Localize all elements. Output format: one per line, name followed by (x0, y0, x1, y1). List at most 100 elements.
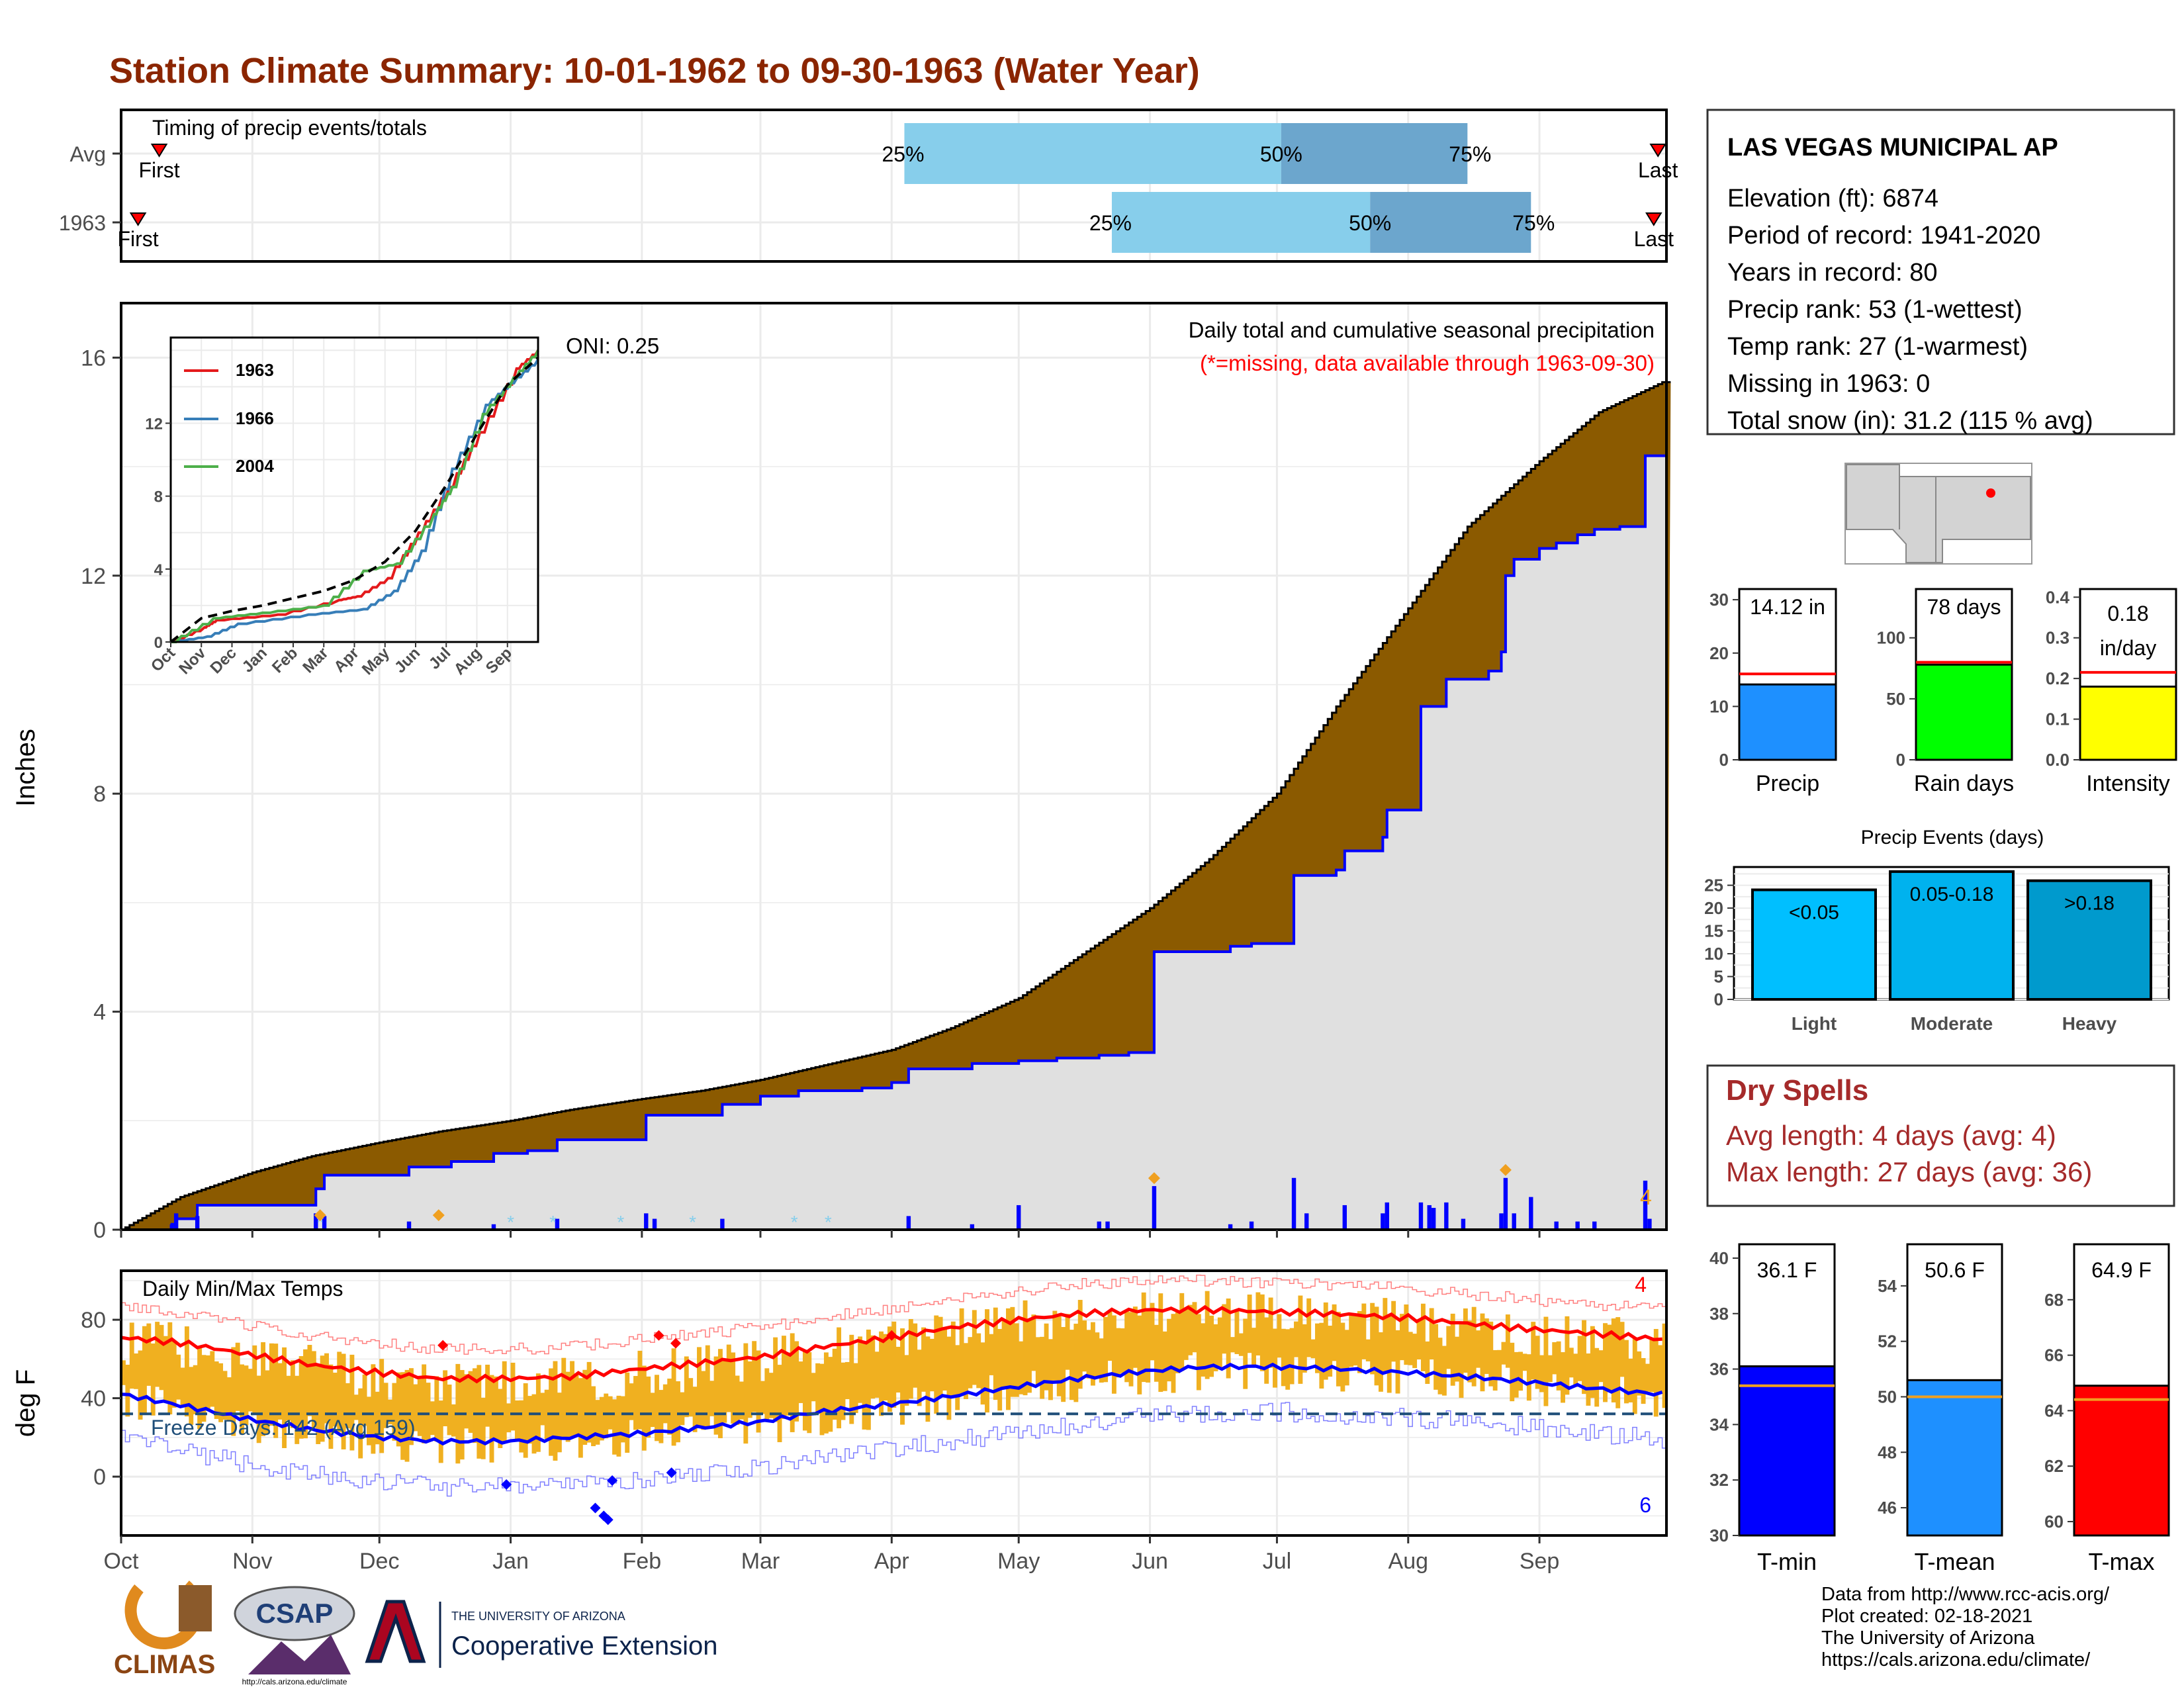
climas-logo-block (179, 1585, 212, 1631)
daily-precip-bar (555, 1218, 560, 1230)
temp-bar-ytick-label: 32 (1709, 1470, 1729, 1490)
daily-temp-range-bar (311, 1351, 316, 1428)
info-line: Period of record: 1941-2020 (1727, 222, 2040, 250)
timing-row-label: Avg (69, 142, 106, 166)
missing-day-marker: * (825, 1212, 832, 1232)
daily-temp-range-bar (722, 1360, 727, 1423)
daily-temp-range-bar (1014, 1323, 1019, 1397)
precip-events-chart: Precip Events (days) 05 10 15 20 25 <0.05 Ligh… (1704, 827, 2170, 1034)
daily-temp-range-bar (295, 1375, 300, 1444)
daily-temp-range-bar (713, 1356, 719, 1435)
daily-precip-bar (173, 1213, 179, 1230)
daily-temp-range-bar (964, 1343, 968, 1399)
daily-precip-bar (1461, 1218, 1466, 1230)
daily-temp-range-bar (523, 1383, 528, 1458)
inset-legend-label-1966: 1966 (236, 408, 274, 428)
daily-precip-bar (1152, 1186, 1157, 1230)
daily-precip-bar (1529, 1197, 1533, 1230)
dry-frame (1706, 1064, 2175, 1207)
dry-max-line: Max length: 27 days (avg: 36) (1726, 1156, 2092, 1187)
daily-temp-range-bar (1196, 1314, 1201, 1391)
daily-temp-range-bar (1069, 1330, 1074, 1400)
daily-temp-range-bar (1141, 1292, 1146, 1383)
timing-row-label: 1963 (59, 211, 106, 235)
daily-temp-range-bar (307, 1345, 312, 1416)
daily-temp-range-bar (1099, 1338, 1104, 1383)
first-label: First (138, 158, 179, 182)
daily-temp-range-bar (1582, 1320, 1586, 1394)
mini-value-label-Intensity: 0.18 (2107, 602, 2148, 625)
daily-temp-range-bar (1217, 1317, 1222, 1369)
daily-temp-range-bar (510, 1362, 516, 1431)
daily-temp-range-bar (1492, 1349, 1498, 1391)
daily-temp-range-bar (1065, 1314, 1070, 1370)
daily-temp-range-bar (1167, 1318, 1172, 1382)
daily-temp-range-bar (1294, 1321, 1298, 1357)
daily-precip-bar (1385, 1202, 1389, 1230)
daily-temp-range-bar (1234, 1310, 1240, 1354)
inset-ytick-label: 0 (154, 634, 163, 652)
record-precip-diamond (1148, 1172, 1160, 1185)
daily-temp-range-bar (874, 1351, 880, 1398)
daily-temp-range-bar (1001, 1320, 1007, 1390)
daily-temp-range-bar (802, 1349, 807, 1431)
record-precip-diamond (432, 1209, 445, 1222)
daily-temp-range-bar (256, 1375, 261, 1443)
daily-temp-range-bar (1107, 1310, 1113, 1361)
climas-logo: CLIMAS (114, 1580, 215, 1679)
footer-line: The University of Arizona (1821, 1627, 2035, 1649)
daily-temp-range-bar (849, 1334, 854, 1424)
mini-bar-charts: 0 10 20 30 14.12 in Precip 0 50 100 78 days Rain d… (1709, 587, 2177, 796)
daily-temp-range-bar (1361, 1303, 1367, 1359)
daily-temp-range-bar (1429, 1308, 1434, 1360)
daily-temp-range-bar (1408, 1332, 1413, 1365)
daily-temp-range-bar (1420, 1303, 1426, 1371)
temp-bar-T-max (2073, 1385, 2170, 1537)
daily-temp-range-bar (527, 1396, 533, 1444)
daily-temp-range-bar (921, 1327, 926, 1392)
daily-temp-range-bar (1577, 1336, 1582, 1381)
last-label: Last (1634, 227, 1674, 251)
inset-ytick-label: 12 (145, 415, 163, 433)
daily-temp-range-bar (879, 1331, 884, 1416)
daily-temp-range-bar (697, 1347, 702, 1428)
daily-precip-bar (406, 1221, 412, 1230)
daily-temp-range-bar (549, 1368, 554, 1456)
daily-precip-bar (1431, 1208, 1436, 1230)
daily-temp-range-bar (1277, 1314, 1282, 1358)
daily-temp-range-bar (1192, 1302, 1197, 1353)
daily-temp-range-bar (1433, 1324, 1439, 1390)
daily-temp-range-bar (1336, 1312, 1341, 1387)
daily-precip-bar (1249, 1221, 1254, 1230)
daily-temp-range-bar (1006, 1308, 1011, 1410)
daily-temp-range-bar (718, 1349, 723, 1439)
precip-ylabel: Inches (11, 729, 40, 807)
daily-temp-range-bar (180, 1367, 185, 1407)
mini-category-label-Rain days: Rain days (1914, 771, 2014, 796)
daily-temp-range-bar (676, 1381, 680, 1443)
daily-precip-bar (1381, 1213, 1385, 1230)
daily-temp-range-bar (1569, 1348, 1574, 1378)
daily-temp-range-bar (1594, 1348, 1600, 1407)
daily-temp-range-bar (620, 1396, 625, 1443)
daily-temp-range-bar (290, 1360, 295, 1428)
daily-temp-range-bar (692, 1387, 698, 1432)
temp-xtick-label: Jul (1263, 1549, 1291, 1574)
timing-label: Timing of precip events/totals (152, 116, 427, 140)
daily-temp-range-bar (582, 1369, 588, 1445)
daily-temp-range-bar (197, 1346, 203, 1430)
temp-bar-ytick-label: 50 (1878, 1387, 1897, 1406)
daily-precip-bar (1017, 1205, 1021, 1230)
daily-temp-range-bar (798, 1361, 803, 1403)
daily-temp-range-bar (468, 1371, 473, 1433)
daily-temp-range-bar (409, 1368, 414, 1445)
precip-frame (120, 302, 1668, 1231)
info-line: Years in record: 80 (1727, 259, 1938, 287)
daily-temp-range-bar (743, 1343, 749, 1444)
normal-min-line (120, 1362, 1663, 1446)
last-event-marker (1645, 212, 1662, 226)
events-ytick-label: 15 (1704, 921, 1723, 941)
info-line: Precip rank: 53 (1-wettest) (1727, 296, 2023, 324)
daily-temp-range-bar (1179, 1293, 1185, 1371)
daily-temp-range-bar (1238, 1333, 1244, 1356)
